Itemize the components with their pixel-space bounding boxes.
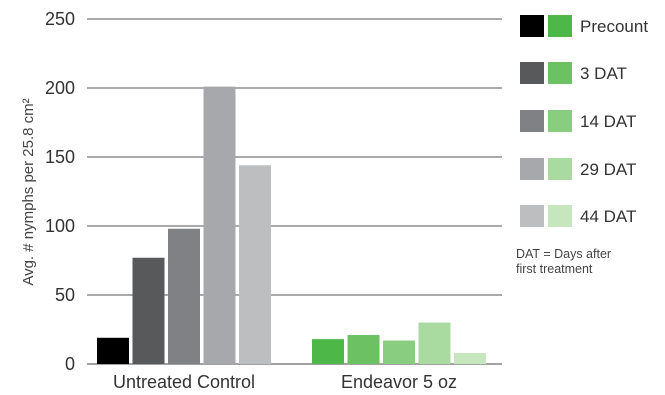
legend-label: 44 DAT bbox=[580, 207, 636, 226]
bar bbox=[168, 228, 200, 364]
bar bbox=[97, 337, 129, 364]
y-tick-label: 150 bbox=[45, 147, 75, 167]
bar bbox=[454, 352, 486, 364]
category-labels: Untreated Control Endeavor 5 oz bbox=[113, 372, 457, 392]
y-tick-label: 200 bbox=[45, 78, 75, 98]
y-tick-label: 50 bbox=[55, 285, 75, 305]
category-label: Endeavor 5 oz bbox=[341, 372, 457, 392]
legend-note-line: first treatment bbox=[516, 262, 593, 276]
legend: Precount 3 DAT 14 DAT 29 DAT 44 DAT bbox=[520, 15, 648, 227]
legend-swatch bbox=[520, 15, 544, 37]
y-tick-labels: 0 50 100 150 200 250 bbox=[45, 9, 75, 374]
legend-label: 3 DAT bbox=[580, 64, 627, 83]
bar bbox=[418, 322, 451, 364]
bar bbox=[203, 86, 236, 365]
bar bbox=[312, 339, 344, 364]
bar bbox=[239, 165, 271, 364]
legend-label: 29 DAT bbox=[580, 160, 636, 179]
y-tick-label: 0 bbox=[65, 354, 75, 374]
y-axis-label: Avg. # nymphs per 25.8 cm² bbox=[20, 98, 37, 285]
legend-swatch bbox=[548, 205, 572, 227]
legend-note-line: DAT = Days after bbox=[516, 247, 611, 261]
bar bbox=[132, 257, 165, 364]
bar bbox=[383, 340, 415, 364]
legend-label: Precount bbox=[580, 17, 648, 36]
legend-swatch bbox=[548, 62, 572, 84]
legend-swatch bbox=[520, 110, 544, 132]
legend-swatch bbox=[520, 205, 544, 227]
legend-label: 14 DAT bbox=[580, 112, 636, 131]
y-tick-label: 250 bbox=[45, 9, 75, 29]
bar bbox=[347, 335, 380, 364]
legend-swatch bbox=[520, 62, 544, 84]
category-label: Untreated Control bbox=[113, 372, 255, 392]
legend-swatch bbox=[520, 158, 544, 180]
legend-swatch bbox=[548, 158, 572, 180]
y-tick-label: 100 bbox=[45, 216, 75, 236]
bars bbox=[97, 86, 486, 365]
legend-swatch bbox=[548, 110, 572, 132]
legend-swatch bbox=[548, 15, 572, 37]
